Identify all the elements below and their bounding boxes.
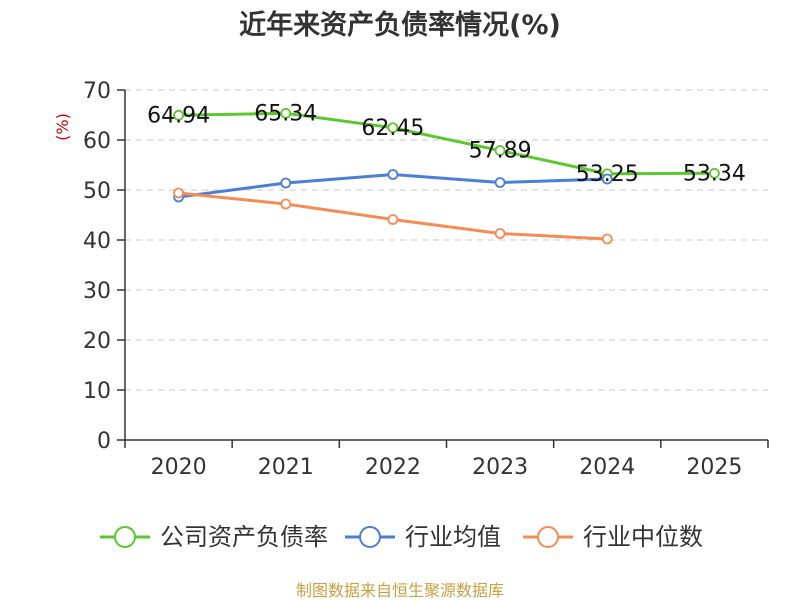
legend-marker (114, 526, 136, 548)
x-tick-label: 2022 (365, 455, 421, 480)
data-label: 53.25 (576, 162, 639, 187)
y-tick-label: 30 (83, 279, 111, 304)
data-point (494, 228, 506, 239)
y-tick-label: 10 (83, 379, 111, 404)
data-point (280, 198, 292, 210)
y-tick-label: 20 (83, 329, 111, 354)
x-tick-label: 2024 (579, 455, 635, 480)
legend-label: 行业均值 (405, 523, 501, 551)
data-point (709, 167, 720, 179)
y-tick-label: 40 (83, 229, 111, 254)
legend-marker (537, 526, 559, 548)
data-point (173, 109, 184, 121)
axes: 0 10 20 30 40 50 60 70 2020 2021 2022 2023 2024 2025 (83, 79, 769, 480)
series-line (178, 111, 715, 176)
legend-marker (359, 526, 381, 548)
x-tick-label: 2021 (258, 455, 314, 480)
source-note: 制图数据来自恒生聚源数据库 (296, 581, 504, 600)
legend-label: 公司资产负债率 (160, 523, 328, 551)
y-tick-label: 60 (83, 129, 111, 154)
y-tick-label: 70 (83, 79, 111, 104)
data-label: 53.34 (683, 161, 746, 186)
data-point (601, 233, 613, 245)
data-point (280, 177, 292, 189)
x-tick-label: 2023 (472, 455, 528, 480)
data-labels: 64.94 65.34 62.45 57.89 53.25 53.34 (147, 101, 746, 186)
data-point (494, 177, 506, 188)
x-tick-label: 2020 (151, 455, 207, 480)
data-point (601, 173, 613, 185)
data-label: 65.34 (254, 101, 317, 126)
data-point (494, 145, 506, 156)
grid-lines (125, 89, 768, 391)
data-point (387, 214, 399, 225)
data-label: 62.45 (361, 116, 424, 141)
legend: 公司资产负债率 行业均值 行业中位数 (100, 523, 703, 551)
chart-title: 近年来资产负债率情况(%) (239, 9, 561, 41)
series-lines (173, 107, 720, 245)
data-point (387, 169, 399, 180)
data-point (280, 107, 292, 119)
data-point (173, 187, 184, 199)
data-point (387, 122, 399, 134)
y-tick-label: 0 (97, 429, 111, 454)
x-tick-label: 2025 (686, 455, 742, 480)
legend-label: 行业中位数 (583, 523, 703, 551)
y-tick-label: 50 (83, 179, 111, 204)
y-axis-unit: (%) (53, 113, 72, 141)
data-label: 64.94 (147, 103, 210, 128)
data-label: 57.89 (469, 139, 532, 164)
